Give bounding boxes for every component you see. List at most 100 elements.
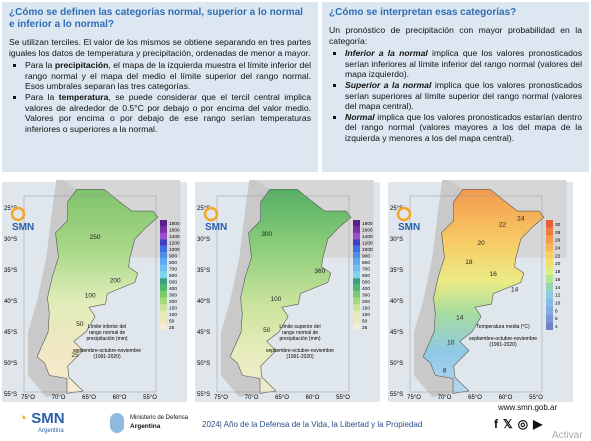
frame <box>409 195 543 393</box>
legend-swatch <box>160 220 167 227</box>
legend-swatch <box>546 251 553 260</box>
legend-label: 100 <box>362 312 370 318</box>
bold-text: precipitación <box>54 60 109 71</box>
map-period: septiembre-octubre-noviembre (1991-2020) <box>469 336 537 348</box>
legend-label: 400 <box>169 286 177 292</box>
legend-swatch <box>353 252 360 259</box>
text: implica que los valores pronosticados se… <box>345 48 582 80</box>
neighbor-land <box>28 180 77 398</box>
legend-swatch <box>546 259 553 268</box>
lon-label: 60°O <box>499 395 513 401</box>
lat-label: 45°S <box>4 330 17 336</box>
period-line: septiembre-octubre-noviembre <box>266 348 334 354</box>
logo-sun <box>203 206 219 222</box>
legend-label: 1800 <box>362 221 373 227</box>
contour-label: 50 <box>76 321 84 328</box>
lat-label: 55°S <box>197 392 210 398</box>
legend-swatch <box>160 291 167 298</box>
contour-label: 14 <box>511 287 519 294</box>
intro: Se utilizan terciles. El valor de los mi… <box>9 37 311 58</box>
legend-swatch <box>160 226 167 233</box>
bold-text: Superior a la normal <box>345 79 432 90</box>
period-line: (1991-2020) <box>489 342 517 348</box>
period-line: (1991-2020) <box>286 354 314 360</box>
legend-label: 1600 <box>169 228 180 234</box>
url: www.smn.gob.ar <box>498 403 558 412</box>
legend-label: 50 <box>169 318 175 324</box>
legend-swatch <box>546 267 553 275</box>
ministry-sub: Argentina <box>130 423 161 430</box>
contour-label: 16 <box>490 271 498 278</box>
social-icons[interactable]: f𝕏◎▶ <box>494 417 548 431</box>
footer-logo-sub: Argentina <box>38 428 64 434</box>
legend-label: 800 <box>169 260 177 266</box>
legend-label: 22 <box>555 253 561 259</box>
intro: Un pronóstico de precipitación con mayor… <box>329 25 582 46</box>
footer-logo: ◔ SMN <box>18 410 65 427</box>
text: implica que los valores pronosticados se… <box>345 79 582 112</box>
lat-label: 45°S <box>390 330 403 336</box>
bullet: Inferior a la normal implica que los val… <box>345 48 582 80</box>
legend-swatch <box>353 245 360 253</box>
legend-swatch <box>160 239 167 246</box>
legend-swatch <box>160 258 167 266</box>
caption-line: Límite superior del <box>279 324 320 330</box>
legend-swatch <box>353 323 360 330</box>
legend-label: 1400 <box>362 234 373 240</box>
legend-label: 24 <box>555 246 561 252</box>
contour-label: 24 <box>517 215 525 222</box>
legend-swatch <box>546 314 553 323</box>
lat-label: 50°S <box>197 361 210 367</box>
legend-label: 200 <box>169 299 177 305</box>
legend-label: 300 <box>362 292 370 298</box>
period-line: septiembre-octubre-noviembre <box>469 336 537 342</box>
frame <box>216 195 350 393</box>
legend-swatch <box>546 290 553 299</box>
legend-swatch <box>160 297 167 305</box>
legend-label: 20 <box>555 261 561 267</box>
legend-label: 600 <box>169 273 177 279</box>
legend-swatch <box>160 310 167 318</box>
caption-line: Límite inferior del <box>88 324 126 330</box>
contour-label: 100 <box>270 296 281 303</box>
lon-label: 55°O <box>336 395 350 401</box>
legend-label: 30 <box>555 222 561 228</box>
contour-label: 100 <box>85 292 96 299</box>
motto: 2024| Año de la Defensa de la Vida, la L… <box>202 420 423 429</box>
legend-label: 1800 <box>169 221 180 227</box>
bullet: Para la precipitación, el mapa de la izq… <box>25 60 311 92</box>
caption-line: precipitación (mm) <box>279 336 320 342</box>
legend-label: 1200 <box>362 241 373 247</box>
argentina <box>422 189 545 394</box>
legend-label: 200 <box>362 299 370 305</box>
map-logo: SMN <box>398 222 420 233</box>
contour-label: 20 <box>477 240 485 247</box>
contour-label: 360 <box>314 268 325 275</box>
legend-label: 1400 <box>169 234 180 240</box>
legend-swatch <box>160 252 167 259</box>
legend-swatch <box>353 220 360 227</box>
legend-swatch <box>160 232 167 240</box>
logo-text: SMN <box>31 410 65 427</box>
caption-line: rango normal de <box>282 330 319 336</box>
legend-swatch <box>160 265 167 272</box>
lon-label: 75°O <box>21 395 35 401</box>
contour-label: 18 <box>465 259 473 266</box>
legend-label: 25 <box>169 325 175 331</box>
map-period: septiembre-octubre-noviembre (1991-2020) <box>73 348 141 360</box>
legend-label: 14 <box>555 285 561 291</box>
legend-swatch <box>353 226 360 233</box>
lon-label: 60°O <box>306 395 320 401</box>
legend-swatch <box>353 258 360 266</box>
legend-label: 300 <box>169 292 177 298</box>
box-title: ¿Cómo se interpretan esas categorías? <box>329 7 517 18</box>
bold-text: temperatura <box>58 91 109 102</box>
legend-label: 150 <box>169 305 177 311</box>
legend-swatch <box>353 297 360 305</box>
lon-label: 70°O <box>438 395 452 401</box>
contour-label: 50 <box>263 327 271 334</box>
bullet: Superior a la normal implica que los val… <box>345 80 582 112</box>
neighbor-land <box>221 180 270 398</box>
neighbor-land <box>255 180 374 258</box>
